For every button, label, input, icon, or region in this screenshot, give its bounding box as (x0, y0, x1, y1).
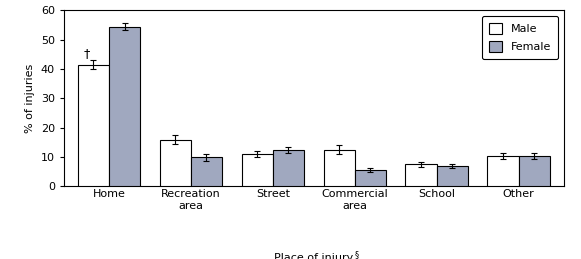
Bar (406, 164, 436, 186)
Bar (191, 157, 222, 186)
Bar (354, 170, 386, 186)
Bar (78, 65, 109, 186)
Bar (324, 150, 354, 186)
Bar (487, 156, 518, 186)
Y-axis label: % of injuries: % of injuries (25, 64, 35, 133)
Bar (109, 26, 140, 186)
Legend: Male, Female: Male, Female (482, 16, 558, 59)
Bar (160, 140, 191, 186)
Bar (273, 150, 304, 186)
Text: §: § (354, 250, 358, 259)
Text: Place of injury: Place of injury (274, 253, 353, 259)
Bar (436, 166, 468, 186)
Bar (242, 154, 273, 186)
Text: †: † (84, 47, 90, 61)
Bar (518, 156, 550, 186)
